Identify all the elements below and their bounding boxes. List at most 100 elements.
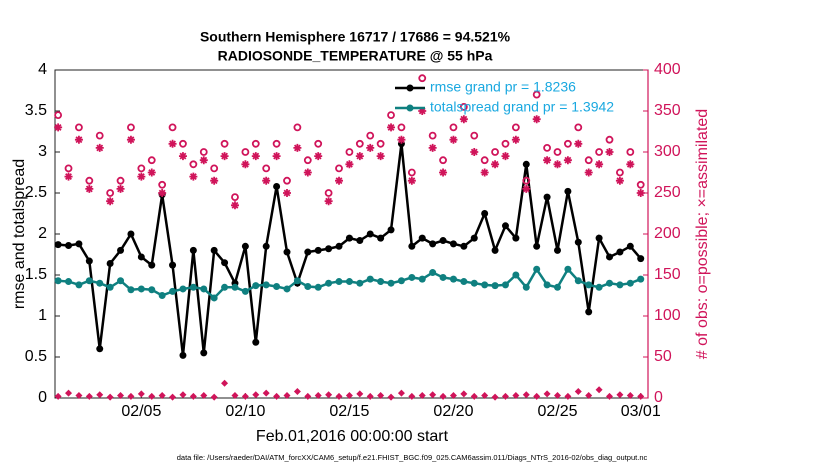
low-point [96, 391, 104, 399]
y-tick-label: 0 [38, 389, 47, 406]
point [481, 281, 489, 289]
point [314, 246, 322, 254]
assimilated-point [158, 189, 167, 197]
point [325, 245, 333, 253]
assimilated-point [199, 156, 208, 165]
possible-point [532, 90, 541, 99]
assimilated-point [543, 156, 552, 165]
point [221, 283, 229, 291]
point [481, 210, 489, 217]
point [439, 237, 447, 245]
possible-point [272, 139, 281, 148]
possible-point [179, 139, 187, 148]
low-point [522, 391, 530, 399]
low-point [179, 391, 187, 399]
x-tick-label: 03/01 [621, 403, 661, 420]
point [408, 242, 416, 250]
point [491, 282, 499, 290]
point [522, 160, 530, 168]
point [574, 277, 582, 285]
assimilated-point [262, 176, 271, 185]
point [626, 279, 634, 287]
possible-point [387, 111, 395, 119]
point [273, 282, 281, 290]
possible-point [158, 180, 167, 189]
y2-tick-label: 150 [654, 266, 681, 283]
low-point [408, 392, 416, 400]
point [356, 279, 364, 287]
assimilated-point [553, 160, 562, 169]
low-point [501, 392, 509, 400]
possible-point [397, 123, 406, 132]
low-point [85, 392, 93, 400]
low-point [616, 391, 624, 399]
point [501, 222, 509, 230]
assimilated-point [324, 197, 333, 206]
point [85, 257, 93, 265]
assimilated-point [605, 148, 614, 156]
point [637, 255, 645, 263]
assimilated-point [116, 184, 125, 193]
point [252, 282, 260, 290]
point [96, 279, 104, 287]
assimilated-point [220, 152, 229, 161]
legend-marker [406, 104, 414, 112]
assimilated-point [85, 184, 94, 193]
low-point [231, 392, 239, 400]
possible-point [147, 156, 156, 165]
point [75, 281, 83, 289]
low-point [512, 392, 520, 400]
low-point [65, 389, 73, 397]
assimilated-point [595, 160, 604, 169]
possible-point [137, 164, 146, 173]
low-point [117, 392, 125, 400]
chart-subtitle: RADIOSONDE_TEMPERATURE @ 55 hPa [218, 48, 493, 64]
low-point [304, 392, 312, 400]
plot-frame [54, 69, 649, 399]
possible-point [335, 164, 343, 173]
low-point [54, 392, 62, 400]
assimilated-point [335, 176, 344, 185]
point [117, 277, 125, 285]
assimilated-point [241, 160, 250, 169]
point [377, 234, 385, 242]
assimilated-point [251, 152, 260, 161]
y2-tick-label: 300 [654, 143, 681, 160]
assimilated-point [54, 123, 63, 132]
y2-tick-label: 0 [654, 389, 663, 406]
assimilated-point [397, 135, 406, 144]
possible-point [595, 148, 604, 156]
point [200, 285, 208, 293]
low-point [387, 393, 395, 401]
possible-point [241, 148, 250, 156]
y2-tick-label: 250 [654, 184, 681, 201]
low-point [460, 390, 468, 398]
possible-point [439, 156, 447, 165]
possible-point [345, 148, 354, 156]
point [533, 265, 541, 273]
assimilated-point [376, 152, 385, 161]
point [335, 278, 343, 286]
x-tick-label: 02/05 [121, 403, 161, 420]
point [387, 226, 395, 234]
point [553, 246, 561, 254]
possible-point [470, 131, 479, 140]
y2-tick-label: 400 [654, 61, 681, 78]
assimilated-point [584, 168, 593, 177]
low-point [418, 392, 426, 400]
possible-point [189, 160, 198, 169]
low-point [533, 392, 541, 400]
possible-point [553, 148, 562, 156]
x-tick-label: 02/20 [433, 403, 473, 420]
low-point [210, 393, 218, 401]
possible-point [543, 143, 551, 152]
possible-point [449, 123, 458, 132]
point [595, 234, 603, 242]
low-point [314, 392, 322, 400]
point [148, 261, 156, 269]
low-point [106, 393, 114, 401]
point [54, 277, 62, 285]
point [449, 275, 457, 283]
assimilated-point [106, 197, 115, 206]
point [148, 286, 156, 294]
